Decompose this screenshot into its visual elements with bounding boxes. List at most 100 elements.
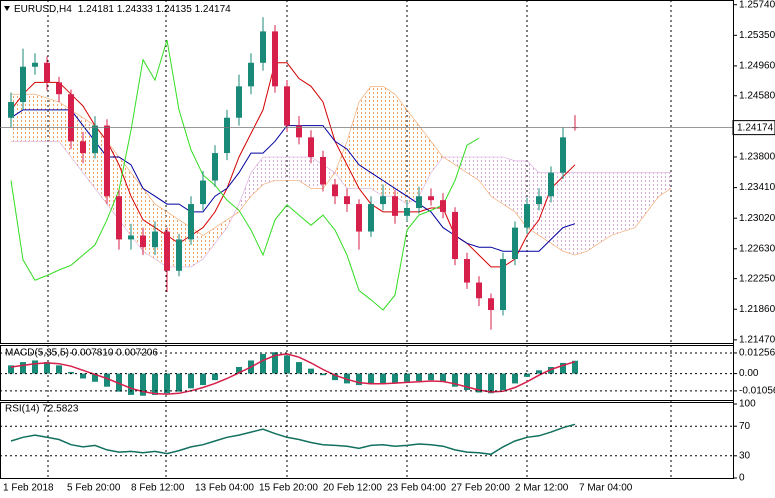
cloud-segment	[275, 156, 287, 181]
macd-bar	[452, 373, 458, 387]
macd-bar	[572, 360, 578, 374]
menu-triangle	[4, 6, 10, 11]
candle-body	[284, 86, 290, 126]
cloud-segment	[647, 172, 659, 212]
candle-body	[260, 31, 266, 63]
cloud-segment	[203, 227, 215, 260]
macd-bar	[368, 373, 374, 385]
y-tick-label: 0	[739, 473, 745, 484]
indicator-line	[10, 39, 480, 311]
candle-body	[428, 196, 434, 201]
cloud-segment	[491, 156, 503, 205]
x-tick-label: 7 Mar 04:00	[579, 483, 633, 494]
chart-header: EURUSD,H4 1.24181 1.24333 1.24135 1.24174	[14, 4, 231, 15]
y-tick-label: 30	[739, 450, 751, 461]
candle-body	[536, 196, 542, 205]
macd-bar	[536, 370, 542, 374]
cloud-segment	[575, 172, 587, 256]
macd-bar	[308, 368, 314, 374]
x-tick-label: 8 Feb 12:00	[131, 483, 185, 494]
rsi-line	[10, 423, 576, 456]
ohlc: 1.24181 1.24333 1.24135 1.24174	[78, 4, 231, 15]
candle-body	[524, 204, 530, 228]
candle-body	[224, 117, 230, 154]
macd-bar	[500, 373, 506, 390]
cloud-segment	[635, 172, 647, 228]
y-tick-label: 1.22250	[739, 273, 775, 284]
macd-bar	[464, 373, 470, 390]
macd-bar	[80, 373, 86, 379]
cloud-segment	[395, 94, 407, 205]
macd-bar	[416, 373, 422, 381]
candle-body	[176, 239, 182, 271]
x-tick-label: 13 Feb 04:00	[195, 483, 254, 494]
macd-bar	[128, 373, 134, 395]
macd-bar	[284, 355, 290, 374]
candle-body	[188, 204, 194, 240]
cloud-segment	[563, 172, 575, 256]
candle-body	[212, 153, 218, 181]
candle-body	[452, 211, 458, 260]
candle-body	[380, 196, 386, 205]
cloud-segment	[503, 156, 515, 212]
candle-body	[416, 196, 422, 208]
macd-bar	[356, 373, 362, 386]
y-tick-label: 1.24960	[739, 61, 775, 72]
x-tick-label: 1 Feb 2018	[3, 483, 54, 494]
macd-bar	[188, 373, 194, 389]
cloud-segment	[251, 156, 263, 197]
cloud-segment	[263, 156, 275, 185]
x-tick-label: 20 Feb 12:00	[323, 483, 382, 494]
cloud-segment	[407, 109, 419, 205]
y-tick-label: 1.22630	[739, 243, 775, 254]
candle-body	[44, 62, 50, 83]
macd-bar	[320, 373, 326, 376]
cloud-segment	[299, 156, 311, 189]
macd-bar	[380, 373, 386, 384]
macd-bar	[176, 373, 182, 392]
candle-body	[104, 125, 110, 197]
macd-bar	[524, 373, 530, 377]
candle-body	[440, 200, 446, 212]
y-tick-label: 1.24580	[739, 90, 775, 101]
macd-bar	[344, 373, 350, 384]
candle-body	[332, 184, 338, 197]
cloud-segment	[287, 156, 299, 181]
y-tick-label: 1.25350	[739, 30, 775, 41]
macd-bar	[476, 373, 482, 393]
cloud-segment	[23, 94, 35, 142]
macd-bar	[560, 362, 566, 374]
cloud-segment	[599, 172, 611, 244]
x-tick-label: 15 Feb 20:00	[259, 483, 318, 494]
y-tick-label: 1.23020	[739, 213, 775, 224]
symbol: EURUSD,H4	[14, 4, 72, 15]
candle-body	[140, 235, 146, 248]
macd-bar	[20, 362, 26, 374]
candle-body	[200, 180, 206, 205]
candle-body	[32, 62, 38, 67]
macd-bar	[272, 352, 278, 374]
candle-body	[500, 259, 506, 311]
candle-body	[164, 231, 170, 271]
cloud-segment	[35, 94, 47, 142]
cloud-segment	[371, 86, 383, 197]
candle-body	[464, 259, 470, 283]
macd-bar	[488, 373, 494, 394]
candle-body	[236, 86, 242, 118]
macd-bar	[440, 373, 446, 382]
candle-body	[8, 102, 14, 118]
x-tick-label: 5 Feb 20:00	[67, 483, 121, 494]
macd-bar	[44, 362, 50, 374]
cloud-segment	[47, 98, 59, 142]
macd-bar	[68, 371, 74, 374]
y-tick-label: 0.012567	[739, 348, 775, 359]
macd-bar	[512, 373, 518, 384]
candle-body	[488, 298, 494, 311]
cloud-segment	[587, 172, 599, 252]
candle-body	[56, 82, 62, 95]
macd-bar	[332, 373, 338, 381]
macd-bar	[104, 373, 110, 387]
signal-line	[10, 353, 576, 395]
candle-body	[116, 196, 122, 240]
